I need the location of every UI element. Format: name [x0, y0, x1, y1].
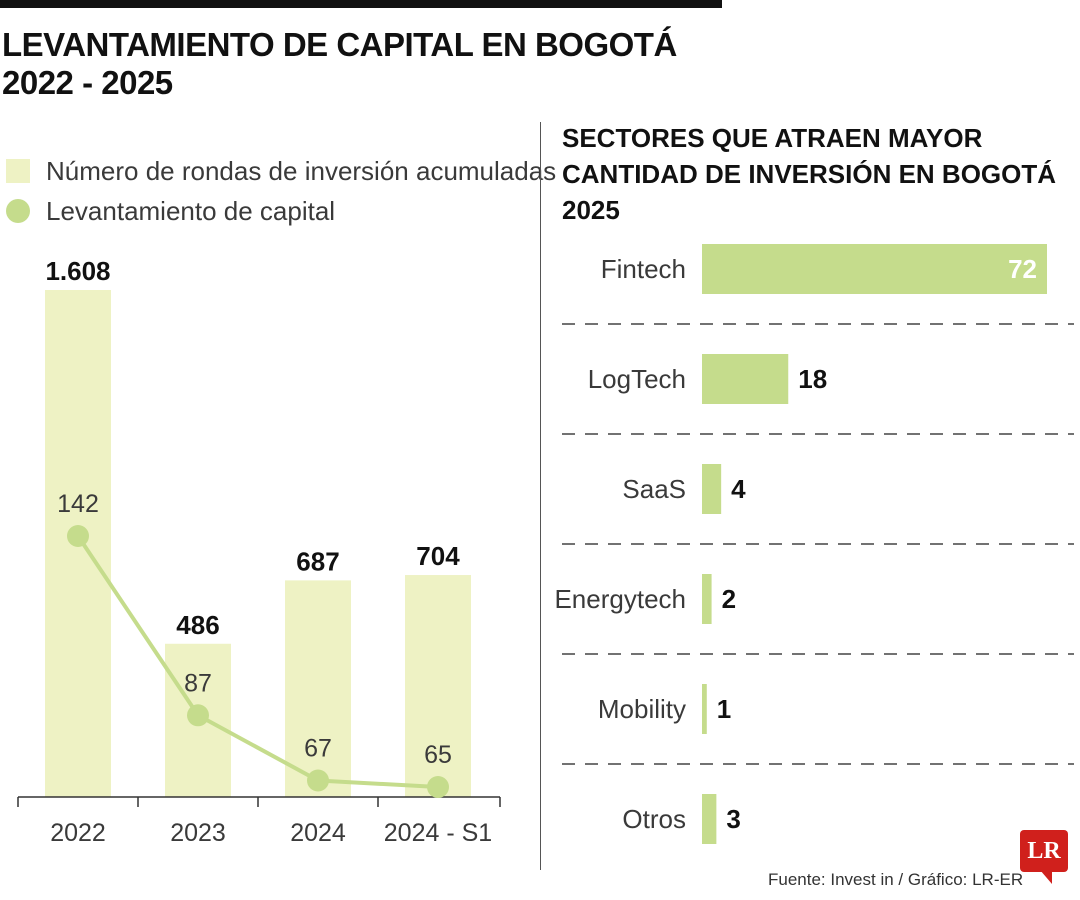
sector-bar-5 — [702, 794, 717, 844]
legend-label-line: Levantamiento de capital — [46, 195, 336, 226]
sector-value-4: 1 — [717, 694, 731, 724]
source-note: Fuente: Invest in / Gráfico: LR-ER — [768, 870, 1024, 889]
line-value-label-0: 142 — [57, 490, 99, 518]
sector-bar-0 — [702, 244, 1047, 294]
line-value-label-1: 87 — [184, 669, 212, 697]
legend-label-bars: Número de rondas de inversión acumuladas — [46, 155, 557, 186]
line-point-2 — [307, 769, 329, 792]
sector-label-3: Energytech — [554, 584, 686, 614]
sector-bar-2 — [702, 464, 722, 514]
line-point-3 — [427, 776, 449, 798]
sector-value-2: 4 — [731, 474, 746, 504]
legend-item-bars: Número de rondas de inversión acumuladas — [6, 156, 556, 186]
sector-value-5: 3 — [726, 804, 740, 834]
bar-value-label-0: 1.608 — [45, 256, 110, 286]
sector-bar-3 — [702, 574, 712, 624]
sector-label-4: Mobility — [598, 694, 686, 724]
sector-value-0: 72 — [1008, 254, 1037, 284]
line-value-label-2: 67 — [304, 734, 332, 762]
bar-3 — [405, 575, 471, 797]
x-tick-label-2: 2024 — [290, 819, 346, 847]
x-tick-label-1: 2023 — [170, 819, 226, 847]
bar-value-label-1: 486 — [176, 610, 219, 640]
capital-line — [76, 534, 439, 789]
combo-chart: 1.608 2022 486 2023 687 2024 704 2024 - S1 142 87… — [17, 256, 501, 847]
sector-chart-title: SECTORES QUE ATRAEN MAYOR CANTIDAD DE IN… — [562, 123, 1057, 225]
panel-divider — [540, 122, 541, 870]
sector-label-0: Fintech — [601, 254, 686, 284]
bar-value-label-2: 687 — [296, 546, 339, 576]
main-title: LEVANTAMIENTO DE CAPITAL EN BOGOTÁ 2022 … — [2, 26, 677, 101]
sector-label-2: SaaS — [622, 474, 686, 504]
bar-2 — [285, 580, 351, 797]
sector-label-5: Otros — [622, 804, 686, 834]
line-value-label-3: 65 — [424, 741, 452, 769]
legend-item-line: Levantamiento de capital — [6, 196, 335, 226]
sector-bar-4 — [702, 684, 707, 734]
legend-swatch-bars — [6, 159, 30, 183]
top-rule — [0, 0, 722, 8]
sector-value-1: 18 — [798, 364, 827, 394]
x-tick-label-3: 2024 - S1 — [384, 819, 492, 847]
sector-bar-1 — [702, 354, 789, 404]
legend-dot-line — [6, 199, 30, 223]
bar-value-label-3: 704 — [416, 541, 460, 571]
sector-label-1: LogTech — [588, 364, 686, 394]
sector-bar-chart: Fintech 72 LogTech 18 SaaS 4 Energytech 2 Mobili… — [554, 244, 1074, 844]
x-tick-label-0: 2022 — [50, 819, 106, 847]
sector-value-3: 2 — [722, 584, 736, 614]
line-point-0 — [67, 525, 89, 547]
line-point-1 — [187, 704, 209, 727]
lr-logo: LR — [1020, 830, 1068, 872]
lr-logo-tail — [1040, 870, 1052, 884]
